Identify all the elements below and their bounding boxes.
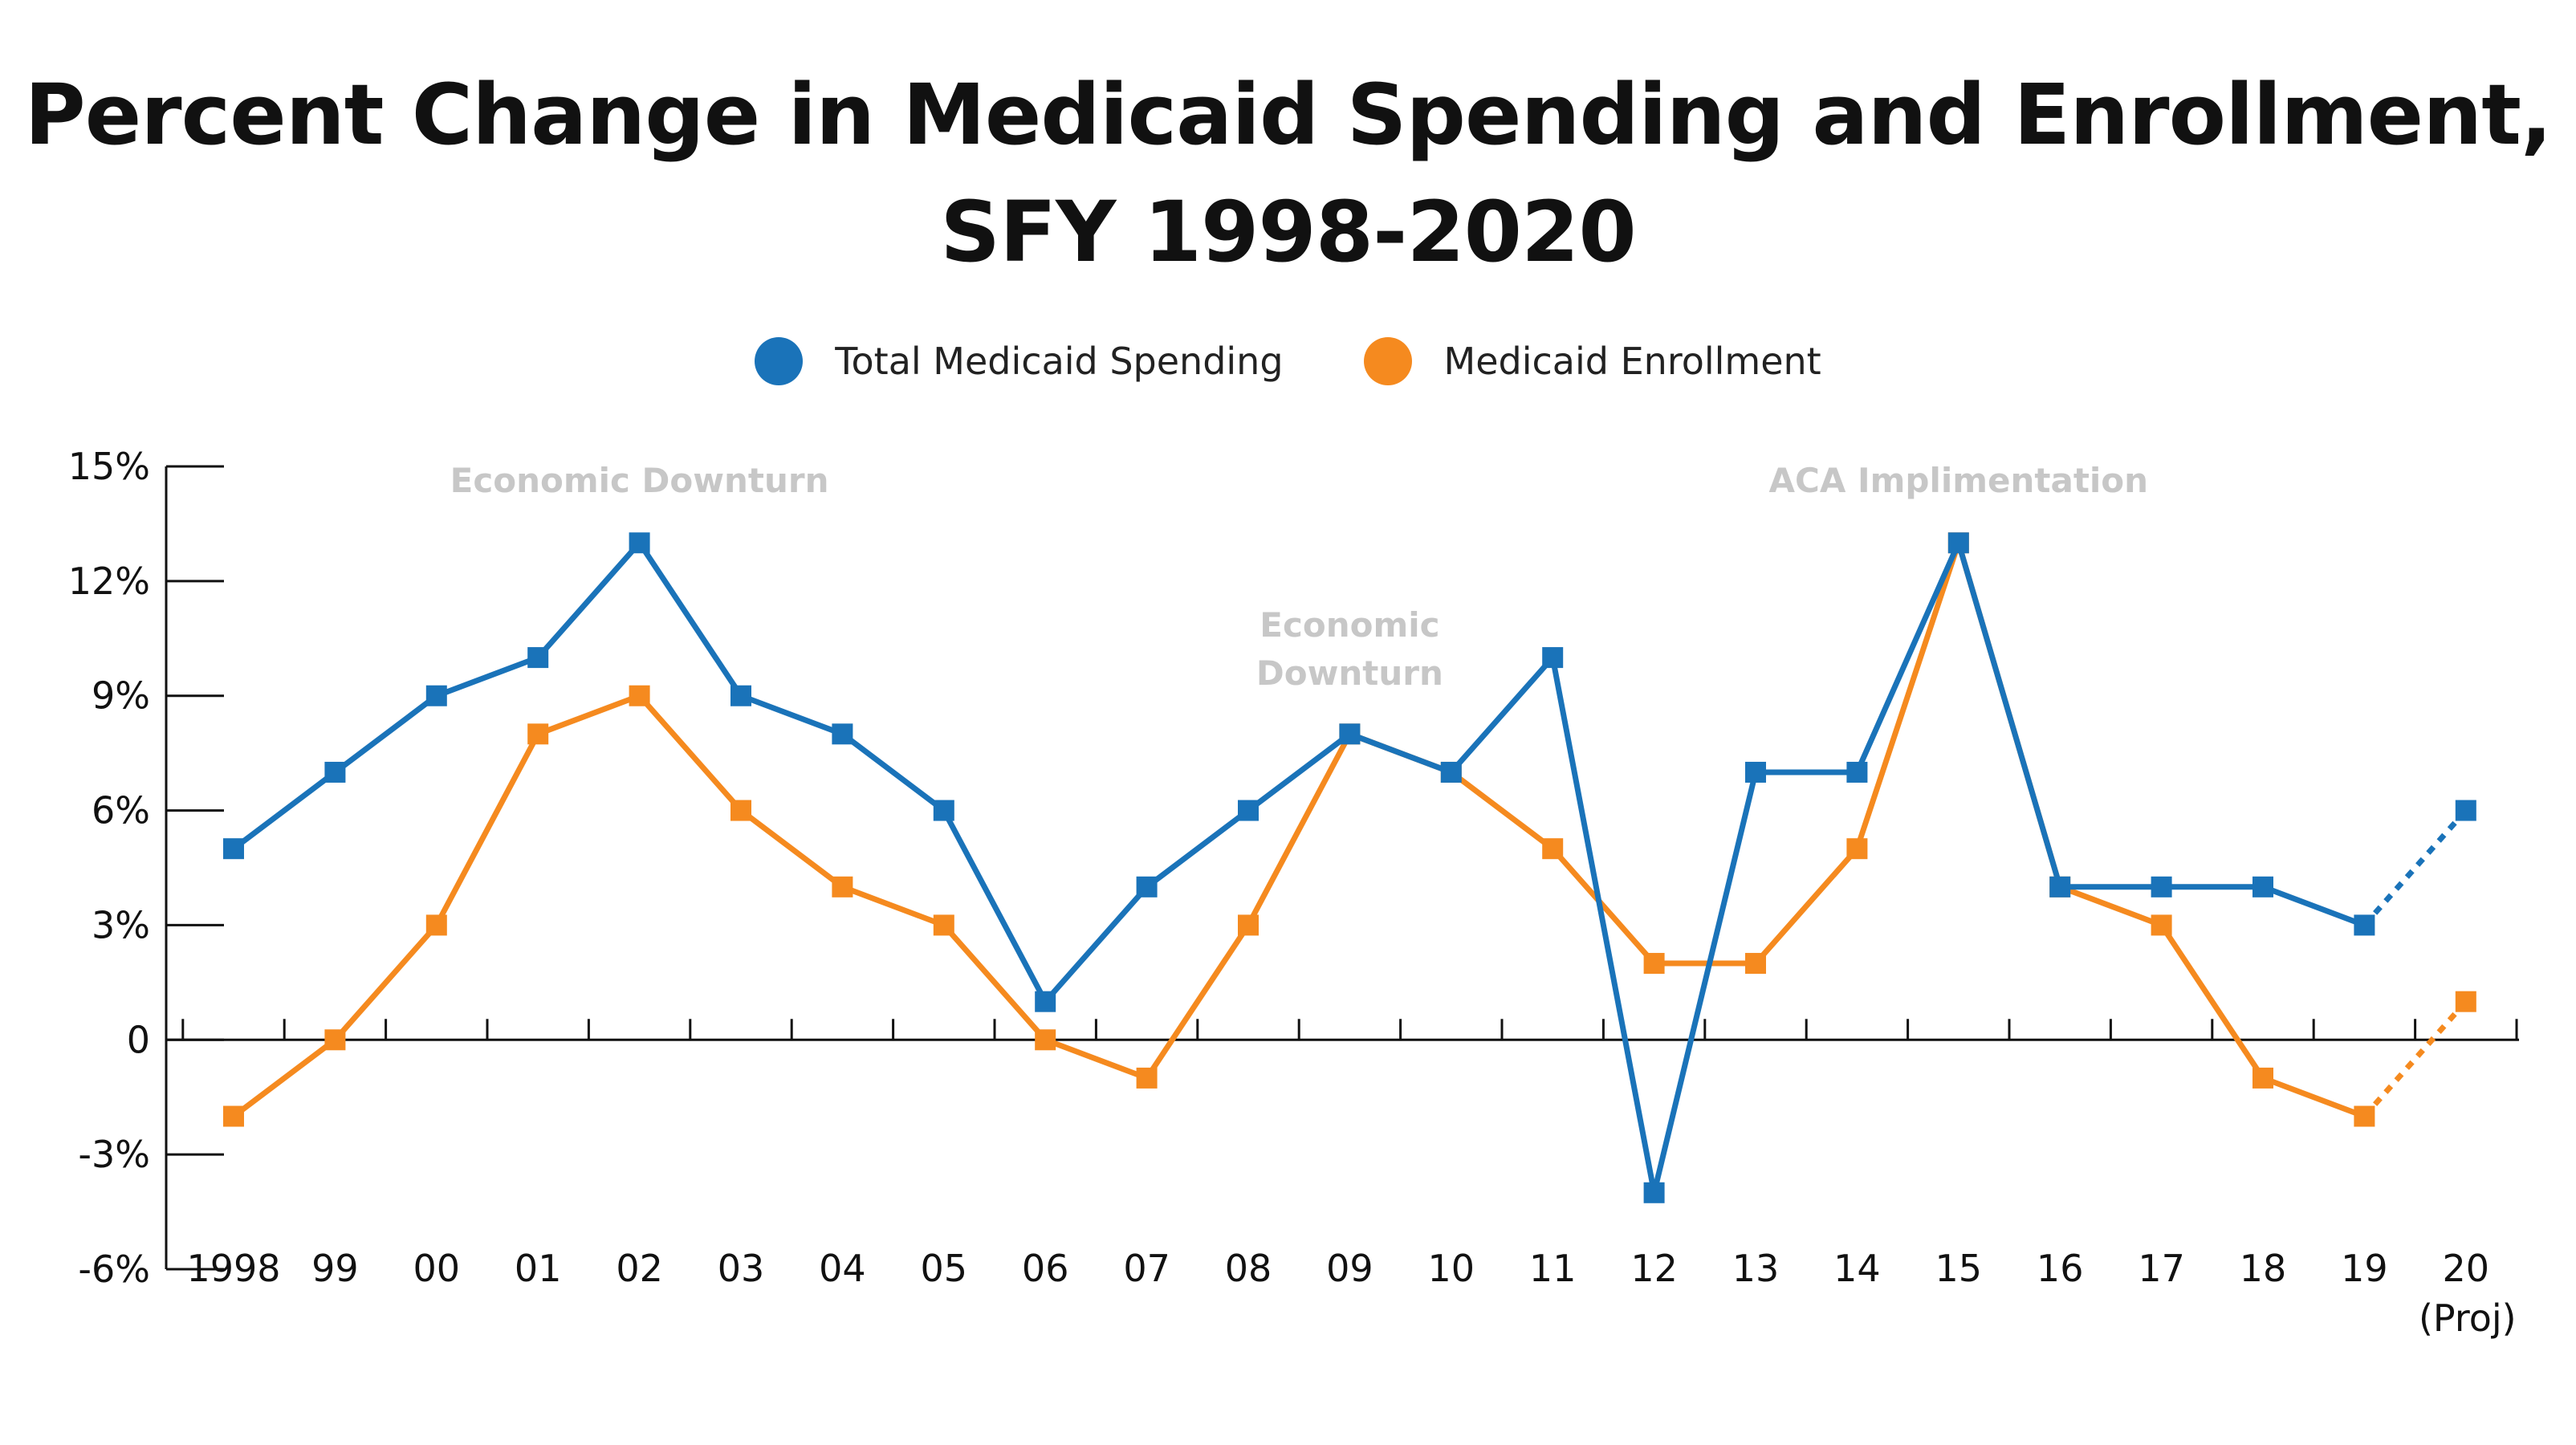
y-tick-label: 0 bbox=[127, 1018, 150, 1061]
data-point bbox=[1035, 1029, 1056, 1051]
data-point bbox=[1136, 876, 1158, 898]
data-point bbox=[832, 876, 853, 898]
x-tick-label: 01 bbox=[515, 1247, 562, 1290]
data-point bbox=[2151, 876, 2172, 898]
data-point bbox=[324, 761, 346, 783]
data-point bbox=[527, 723, 549, 745]
data-point bbox=[730, 685, 751, 706]
x-tick-label: 09 bbox=[1326, 1247, 1373, 1290]
data-point bbox=[1846, 761, 1868, 783]
data-point bbox=[2151, 914, 2172, 936]
data-point bbox=[629, 532, 650, 554]
annotation-label: Economic bbox=[1260, 605, 1439, 645]
chart-title: Percent Change in Medicaid Spending and … bbox=[0, 56, 2576, 291]
data-point bbox=[527, 647, 549, 669]
data-point bbox=[933, 800, 954, 821]
annotation-label: Economic Downturn bbox=[450, 461, 829, 500]
x-tick-label: 16 bbox=[2037, 1247, 2084, 1290]
y-tick-label: 12% bbox=[68, 560, 150, 603]
data-point bbox=[1035, 991, 1056, 1012]
data-point bbox=[1643, 1182, 1665, 1203]
data-point bbox=[1136, 1067, 1158, 1089]
legend-item-spending: Total Medicaid Spending bbox=[755, 337, 1284, 385]
x-tick-label: 07 bbox=[1123, 1247, 1170, 1290]
legend-label-spending: Total Medicaid Spending bbox=[835, 340, 1284, 383]
data-point bbox=[1238, 800, 1259, 821]
x-tick-label: 04 bbox=[819, 1247, 866, 1290]
x-tick-label: 00 bbox=[413, 1247, 461, 1290]
x-tick-label: 1998 bbox=[186, 1247, 280, 1290]
data-point bbox=[1745, 761, 1766, 783]
x-tick-label: 13 bbox=[1732, 1247, 1780, 1290]
data-point bbox=[1745, 953, 1766, 975]
x-tick-label: 10 bbox=[1428, 1247, 1475, 1290]
data-point bbox=[324, 1029, 346, 1051]
x-tick-label: 14 bbox=[1833, 1247, 1881, 1290]
data-point bbox=[1440, 761, 1462, 783]
x-tick-label: 06 bbox=[1022, 1247, 1069, 1290]
data-point bbox=[2354, 1105, 2375, 1127]
legend-label-enrollment: Medicaid Enrollment bbox=[1443, 340, 1821, 383]
series-projected-line bbox=[2362, 999, 2468, 1118]
x-tick-sublabel: (Proj) bbox=[2419, 1296, 2517, 1340]
legend: Total Medicaid Spending Medicaid Enrollm… bbox=[0, 329, 2576, 393]
data-point bbox=[1643, 953, 1665, 975]
data-point bbox=[832, 723, 853, 745]
x-tick-label: 12 bbox=[1630, 1247, 1678, 1290]
data-point bbox=[2252, 1067, 2273, 1089]
data-point bbox=[1542, 838, 1564, 860]
x-tick-label: 20 bbox=[2443, 1247, 2490, 1290]
data-point bbox=[425, 685, 447, 706]
y-tick-label: -3% bbox=[78, 1133, 150, 1176]
legend-dot-spending bbox=[755, 337, 804, 385]
chart-title-line-1: Percent Change in Medicaid Spending and … bbox=[24, 66, 2553, 164]
x-tick-label: 99 bbox=[311, 1247, 359, 1290]
legend-item-enrollment: Medicaid Enrollment bbox=[1363, 337, 1821, 385]
x-tick-label: 11 bbox=[1529, 1247, 1577, 1290]
x-tick-label: 15 bbox=[1935, 1247, 1983, 1290]
x-tick-label: 02 bbox=[616, 1247, 663, 1290]
data-point bbox=[1238, 914, 1259, 936]
y-tick-label: 6% bbox=[92, 789, 150, 832]
y-tick-label: 3% bbox=[92, 903, 150, 946]
data-point bbox=[2455, 991, 2476, 1012]
data-point bbox=[1339, 723, 1361, 745]
legend-dot-enrollment bbox=[1363, 337, 1412, 385]
x-tick-label: 18 bbox=[2240, 1247, 2287, 1290]
data-point bbox=[1542, 647, 1564, 669]
data-point bbox=[629, 685, 650, 706]
data-point bbox=[425, 914, 447, 936]
x-tick-label: 17 bbox=[2138, 1247, 2185, 1290]
annotation-label: Downturn bbox=[1256, 653, 1443, 693]
data-point bbox=[730, 800, 751, 821]
series-projected-line bbox=[2362, 808, 2468, 927]
data-point bbox=[2252, 876, 2273, 898]
data-point bbox=[1846, 838, 1868, 860]
x-tick-label: 05 bbox=[921, 1247, 968, 1290]
annotation-label: ACA Implimentation bbox=[1769, 461, 2149, 500]
y-tick-label: -6% bbox=[78, 1248, 150, 1291]
data-point bbox=[1947, 532, 1969, 554]
data-point bbox=[223, 838, 244, 860]
y-tick-label: 15% bbox=[68, 445, 150, 488]
data-point bbox=[2455, 800, 2476, 821]
data-point bbox=[2049, 876, 2071, 898]
x-tick-label: 19 bbox=[2341, 1247, 2388, 1290]
data-point bbox=[2354, 914, 2375, 936]
x-tick-label: 08 bbox=[1225, 1247, 1272, 1290]
chart-title-line-2: SFY 1998-2020 bbox=[940, 183, 1637, 281]
y-tick-label: 9% bbox=[92, 674, 150, 718]
series-line bbox=[231, 539, 2366, 1196]
data-point bbox=[223, 1105, 244, 1127]
x-tick-label: 03 bbox=[718, 1247, 765, 1290]
data-point bbox=[933, 914, 954, 936]
series-spending bbox=[223, 532, 2476, 1203]
